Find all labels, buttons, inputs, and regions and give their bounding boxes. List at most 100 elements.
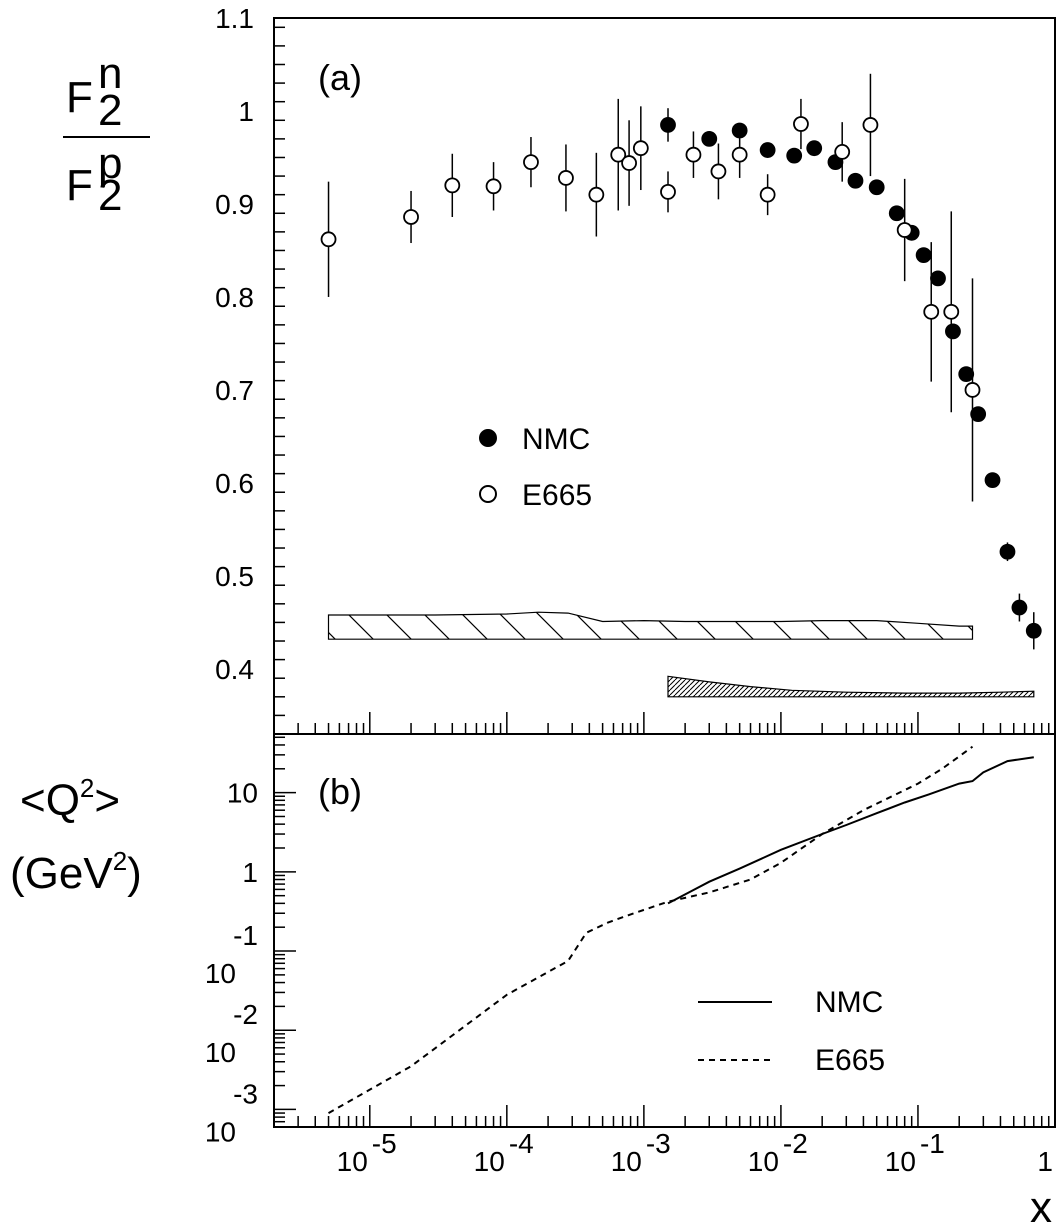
e665-point: [896, 222, 913, 238]
e665-point: [964, 382, 981, 398]
nmc-point: [847, 172, 864, 189]
e665-point: [403, 209, 419, 225]
y-tick-label: 0.8: [215, 282, 254, 313]
e665-point: [485, 178, 502, 195]
y-tick-label-exp: -3: [233, 1078, 258, 1109]
y-tick-label: 0.9: [215, 189, 254, 220]
y-tick-label: 1: [242, 857, 258, 888]
ylabel-b-line1: <Q2>: [20, 773, 120, 825]
ylabel-num-sup: n: [98, 49, 122, 98]
e665-point: [632, 140, 649, 157]
y-tick-label: 10: [205, 958, 236, 989]
nmc-point: [984, 472, 1001, 489]
nmc-point: [970, 406, 987, 423]
ylabel-den-sub: 2: [98, 171, 122, 220]
e665-point: [710, 163, 727, 180]
y-tick-label: 0.4: [215, 654, 254, 685]
x-tick-label: 1: [1037, 1146, 1053, 1177]
panel-a: 0.4 0.5 0.6 0.7 0.8 0.9 1 1.1 (a) NMC E665 F n …: [63, 3, 1056, 735]
y-tick-label: 0.5: [215, 561, 254, 592]
legend-e665-label-b: E665: [815, 1044, 885, 1077]
y-tick-label: 1.1: [215, 3, 254, 34]
e665-point: [685, 146, 702, 163]
e665-point: [558, 170, 574, 186]
panel-b-lines: [328, 745, 1034, 1114]
nmc-point: [701, 130, 718, 147]
systematic-band-e665: [327, 611, 974, 640]
panel-a-y-label: F n 2 F p 2: [63, 49, 150, 220]
x-tick-label: 10: [748, 1146, 779, 1177]
nmc-point: [1011, 599, 1028, 616]
e665-point: [862, 117, 879, 133]
e665-point: [923, 303, 940, 320]
legend-e665-label: E665: [522, 479, 592, 512]
e665-point: [660, 183, 676, 200]
panel-b-frame: [273, 733, 1056, 1128]
nmc-point: [868, 179, 885, 196]
legend-nmc-marker: [479, 429, 497, 447]
e665-point: [731, 146, 748, 163]
x-tick-label: 10: [474, 1146, 505, 1177]
x-tick-label: 10: [885, 1146, 916, 1177]
y-tick-label: 1: [238, 96, 254, 127]
nmc-point: [806, 140, 823, 157]
x-tick-label-exp: -3: [646, 1128, 671, 1159]
e665-point: [834, 144, 851, 160]
legend-nmc-label: NMC: [522, 423, 590, 456]
nmc-point: [1025, 622, 1042, 639]
legend-nmc-label-b: NMC: [815, 986, 883, 1019]
nmc-point: [759, 142, 776, 158]
e665-q2-line: [328, 745, 974, 1114]
x-tick-label: 10: [611, 1146, 642, 1177]
panel-b-tag: (b): [318, 771, 362, 812]
y-tick-label: 0.6: [215, 468, 254, 499]
nmc-point: [999, 543, 1016, 560]
x-tick-label-exp: -5: [372, 1128, 397, 1159]
nmc-point: [660, 117, 676, 133]
panel-b-y-label: <Q2> (GeV2): [10, 773, 142, 898]
x-tick-label-exp: -4: [509, 1128, 534, 1159]
nmc-q2-line: [667, 756, 1034, 905]
e665-point: [943, 303, 960, 320]
y-tick-label: 10: [205, 1116, 236, 1147]
ylabel-num-base: F: [66, 73, 93, 122]
nmc-point: [958, 366, 975, 383]
e665-point: [610, 146, 627, 163]
nmc-point: [888, 205, 905, 222]
nmc-point: [915, 247, 932, 264]
panel-a-systematic-bands: [327, 611, 1035, 698]
ylabel-num-sub: 2: [98, 86, 122, 135]
panel-a-tag: (a): [318, 57, 362, 98]
e665-point: [793, 116, 809, 132]
y-tick-label-exp: -1: [233, 920, 258, 951]
x-tick-label-exp: -1: [920, 1128, 945, 1159]
x-tick-label: 10: [337, 1146, 368, 1177]
nmc-point: [786, 147, 803, 164]
x-axis-label: x: [1030, 1183, 1052, 1228]
legend-e665-marker: [479, 485, 497, 503]
x-tick-label-exp: -2: [783, 1128, 808, 1159]
e665-point: [320, 231, 337, 248]
panel-a-points: [320, 73, 1042, 650]
y-tick-label-exp: -2: [233, 999, 258, 1030]
panel-a-legend: NMC E665: [479, 423, 592, 512]
e665-point: [759, 186, 776, 203]
y-tick-label: 0.7: [215, 375, 254, 406]
y-tick-label: 10: [227, 778, 258, 809]
panel-a-ticks: 0.4 0.5 0.6 0.7 0.8 0.9 1 1.1: [215, 3, 1056, 735]
e665-point: [621, 155, 637, 171]
ylabel-den-sup: p: [98, 139, 122, 188]
e665-point: [444, 177, 461, 194]
nmc-point: [930, 270, 946, 287]
e665-point: [523, 154, 539, 171]
ylabel-b-line2: (GeV2): [10, 846, 142, 898]
nmc-point: [945, 323, 961, 340]
ylabel-den-base: F: [66, 161, 93, 210]
e665-point: [588, 186, 605, 203]
panel-b-legend: NMC E665: [698, 986, 885, 1077]
systematic-band-nmc: [667, 675, 1035, 698]
y-tick-label: 10: [205, 1037, 236, 1068]
